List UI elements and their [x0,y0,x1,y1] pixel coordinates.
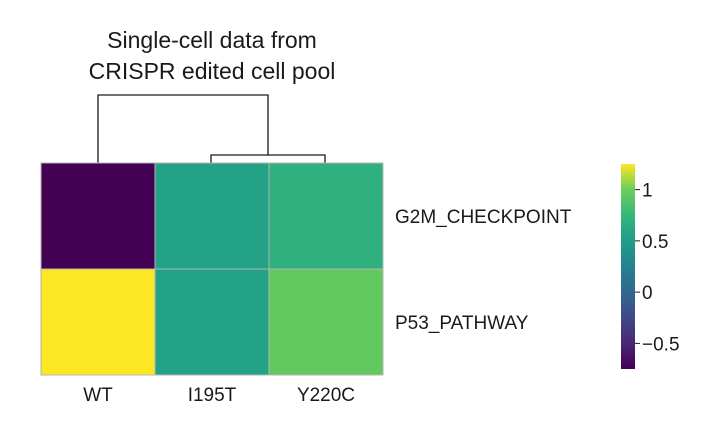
colorbar: 1 0.5 0 −0.5 [621,164,680,369]
column-label-i195t: I195T [188,385,237,406]
colorbar-tick-label: 1 [642,181,653,202]
colorbar-ticks: 1 0.5 0 −0.5 [635,181,680,355]
colorbar-tick-label: −0.5 [642,334,680,355]
colorbar-tick-label: 0 [642,283,653,304]
row-label-g2m-checkpoint: G2M_CHECKPOINT [395,207,572,228]
heatmap-cells [40,162,384,376]
column-label-y220c: Y220C [297,385,355,406]
chart-title-line-2: CRISPR edited cell pool [89,58,336,84]
heatmap-cell-g2m_checkpoint-i195t [154,162,270,270]
column-label-wt: WT [83,385,113,406]
colorbar-gradient [621,164,635,369]
chart-title: Single-cell data from CRISPR edited cell… [89,27,336,84]
heatmap-cell-p53_pathway-wt [40,268,156,376]
dendrogram-root-link [97,94,269,163]
heatmap-cell-g2m_checkpoint-wt [40,162,156,270]
chart-title-line-1: Single-cell data from [107,27,317,53]
heatmap-cell-g2m_checkpoint-y220c [268,162,384,270]
heatmap-cell-p53_pathway-i195t [154,268,270,376]
heatmap-cell-p53_pathway-y220c [268,268,384,376]
column-labels: WT I195T Y220C [83,385,355,406]
row-labels: G2M_CHECKPOINT P53_PATHWAY [395,207,572,334]
row-label-p53-pathway: P53_PATHWAY [395,313,529,334]
dendrogram-inner-link [210,154,326,163]
column-dendrogram [97,94,326,163]
colorbar-tick-label: 0.5 [642,232,668,253]
